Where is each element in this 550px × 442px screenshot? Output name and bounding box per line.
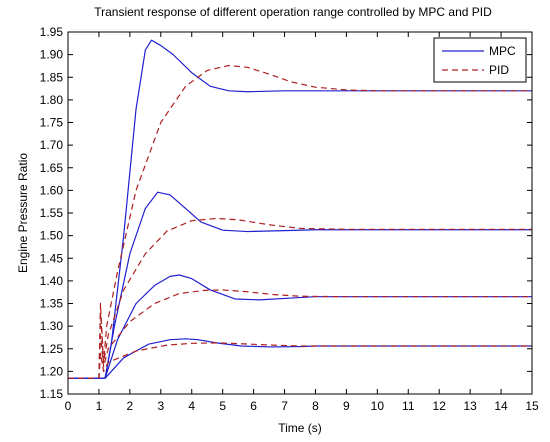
mpc-series-line-2 <box>68 191 532 379</box>
pid-series-line-5 <box>68 289 532 379</box>
y-axis-ticks: 1.15 1.20 1.25 1.30 1.35 1.40 1.45 1.50 1.55 1.60… <box>40 25 532 401</box>
y-tick-label: 1.70 <box>40 138 64 152</box>
plot-area <box>68 32 532 394</box>
y-tick-label: 1.35 <box>40 297 64 311</box>
legend-pid-label: PID <box>489 63 509 77</box>
x-tick-label: 10 <box>371 399 385 413</box>
x-tick-label: 7 <box>281 399 288 413</box>
y-tick-label: 1.75 <box>40 116 64 130</box>
x-tick-label: 4 <box>188 399 195 413</box>
chart-title: Transient response of different operatio… <box>94 5 492 19</box>
y-tick-label: 1.60 <box>40 183 64 197</box>
y-tick-label: 1.50 <box>40 229 64 243</box>
mpc-series-line-0 <box>68 39 532 379</box>
legend-mpc-label: MPC <box>489 44 516 58</box>
y-tick-label: 1.30 <box>40 319 64 333</box>
y-tick-label: 1.20 <box>40 364 64 378</box>
x-tick-label: 11 <box>402 399 415 413</box>
x-tick-label: 6 <box>250 399 257 413</box>
y-tick-label: 1.95 <box>40 25 64 39</box>
x-tick-label: 9 <box>343 399 350 413</box>
x-tick-label: 0 <box>65 399 72 413</box>
x-tick-label: 3 <box>157 399 164 413</box>
x-tick-label: 2 <box>127 399 134 413</box>
y-tick-label: 1.45 <box>40 251 64 265</box>
series-layer <box>68 39 532 379</box>
y-tick-label: 1.80 <box>40 93 64 107</box>
pid-series-line-3 <box>68 217 532 379</box>
x-tick-label: 8 <box>312 399 319 413</box>
y-tick-label: 1.40 <box>40 274 64 288</box>
plot-frame <box>67 31 533 395</box>
y-tick-label: 1.65 <box>40 161 64 175</box>
legend-box <box>433 37 527 83</box>
x-tick-label: 13 <box>463 399 477 413</box>
y-tick-label: 1.25 <box>40 342 64 356</box>
x-tick-label: 1 <box>96 399 103 413</box>
y-tick-label: 1.90 <box>40 48 64 62</box>
x-tick-label: 14 <box>494 399 508 413</box>
x-tick-label: 5 <box>219 399 226 413</box>
legend: MPC PID <box>433 37 527 83</box>
x-tick-label: 12 <box>433 399 447 413</box>
x-axis-label: Time (s) <box>278 421 322 435</box>
y-tick-label: 1.15 <box>40 387 64 401</box>
y-tick-label: 1.55 <box>40 206 64 220</box>
y-tick-label: 1.85 <box>40 70 64 84</box>
x-tick-label: 15 <box>525 399 539 413</box>
y-axis-label: Engine Pressure Ratio <box>16 153 30 273</box>
x-axis-ticks: 0 1 2 3 4 5 6 7 8 9 10 11 12 13 14 15 <box>65 32 539 413</box>
